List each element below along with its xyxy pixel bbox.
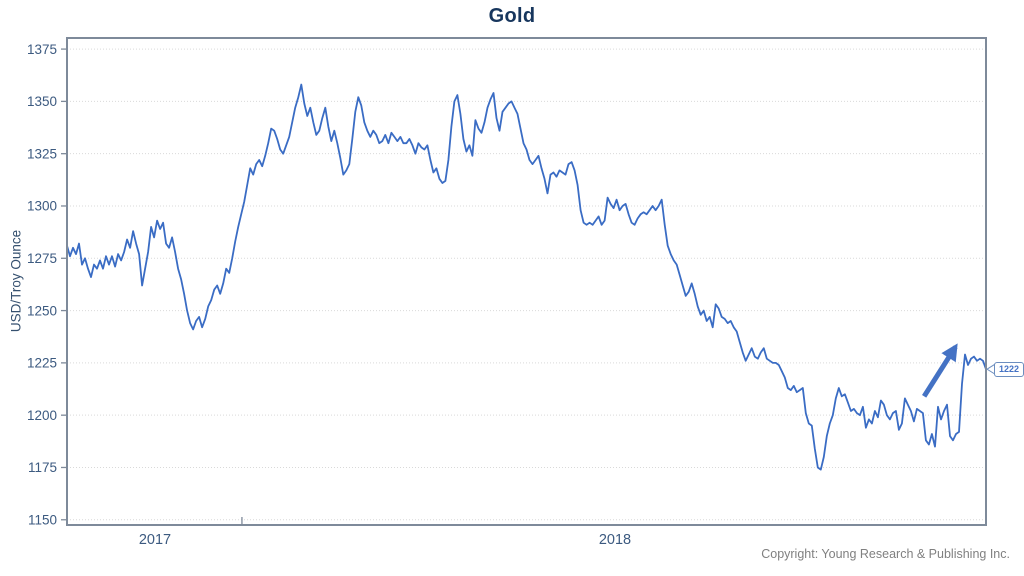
y-tick-label: 1325 [27,146,57,161]
y-tick-label: 1375 [27,42,57,57]
x-axis-year-label: 2017 [139,532,171,548]
chart-title: Gold [488,5,536,27]
x-axis-year-label: 2018 [599,532,631,548]
last-price-callout: 1222 [994,361,1024,377]
copyright-text: Copyright: Young Research & Publishing I… [761,547,1010,561]
y-tick-label: 1275 [27,251,57,266]
y-tick-label: 1150 [28,512,57,527]
y-tick-label: 1175 [28,460,57,475]
plot-frame [66,37,987,526]
trend-up-arrow [922,343,958,398]
y-tick-label: 1250 [27,303,57,318]
y-tick-label: 1300 [27,199,57,214]
price-line [66,83,987,471]
last-price-label: 1222 [999,363,1020,374]
y-tick-label: 1350 [27,94,57,109]
y-tick-label: 1200 [27,408,57,423]
y-tick-label: 1225 [27,356,57,371]
